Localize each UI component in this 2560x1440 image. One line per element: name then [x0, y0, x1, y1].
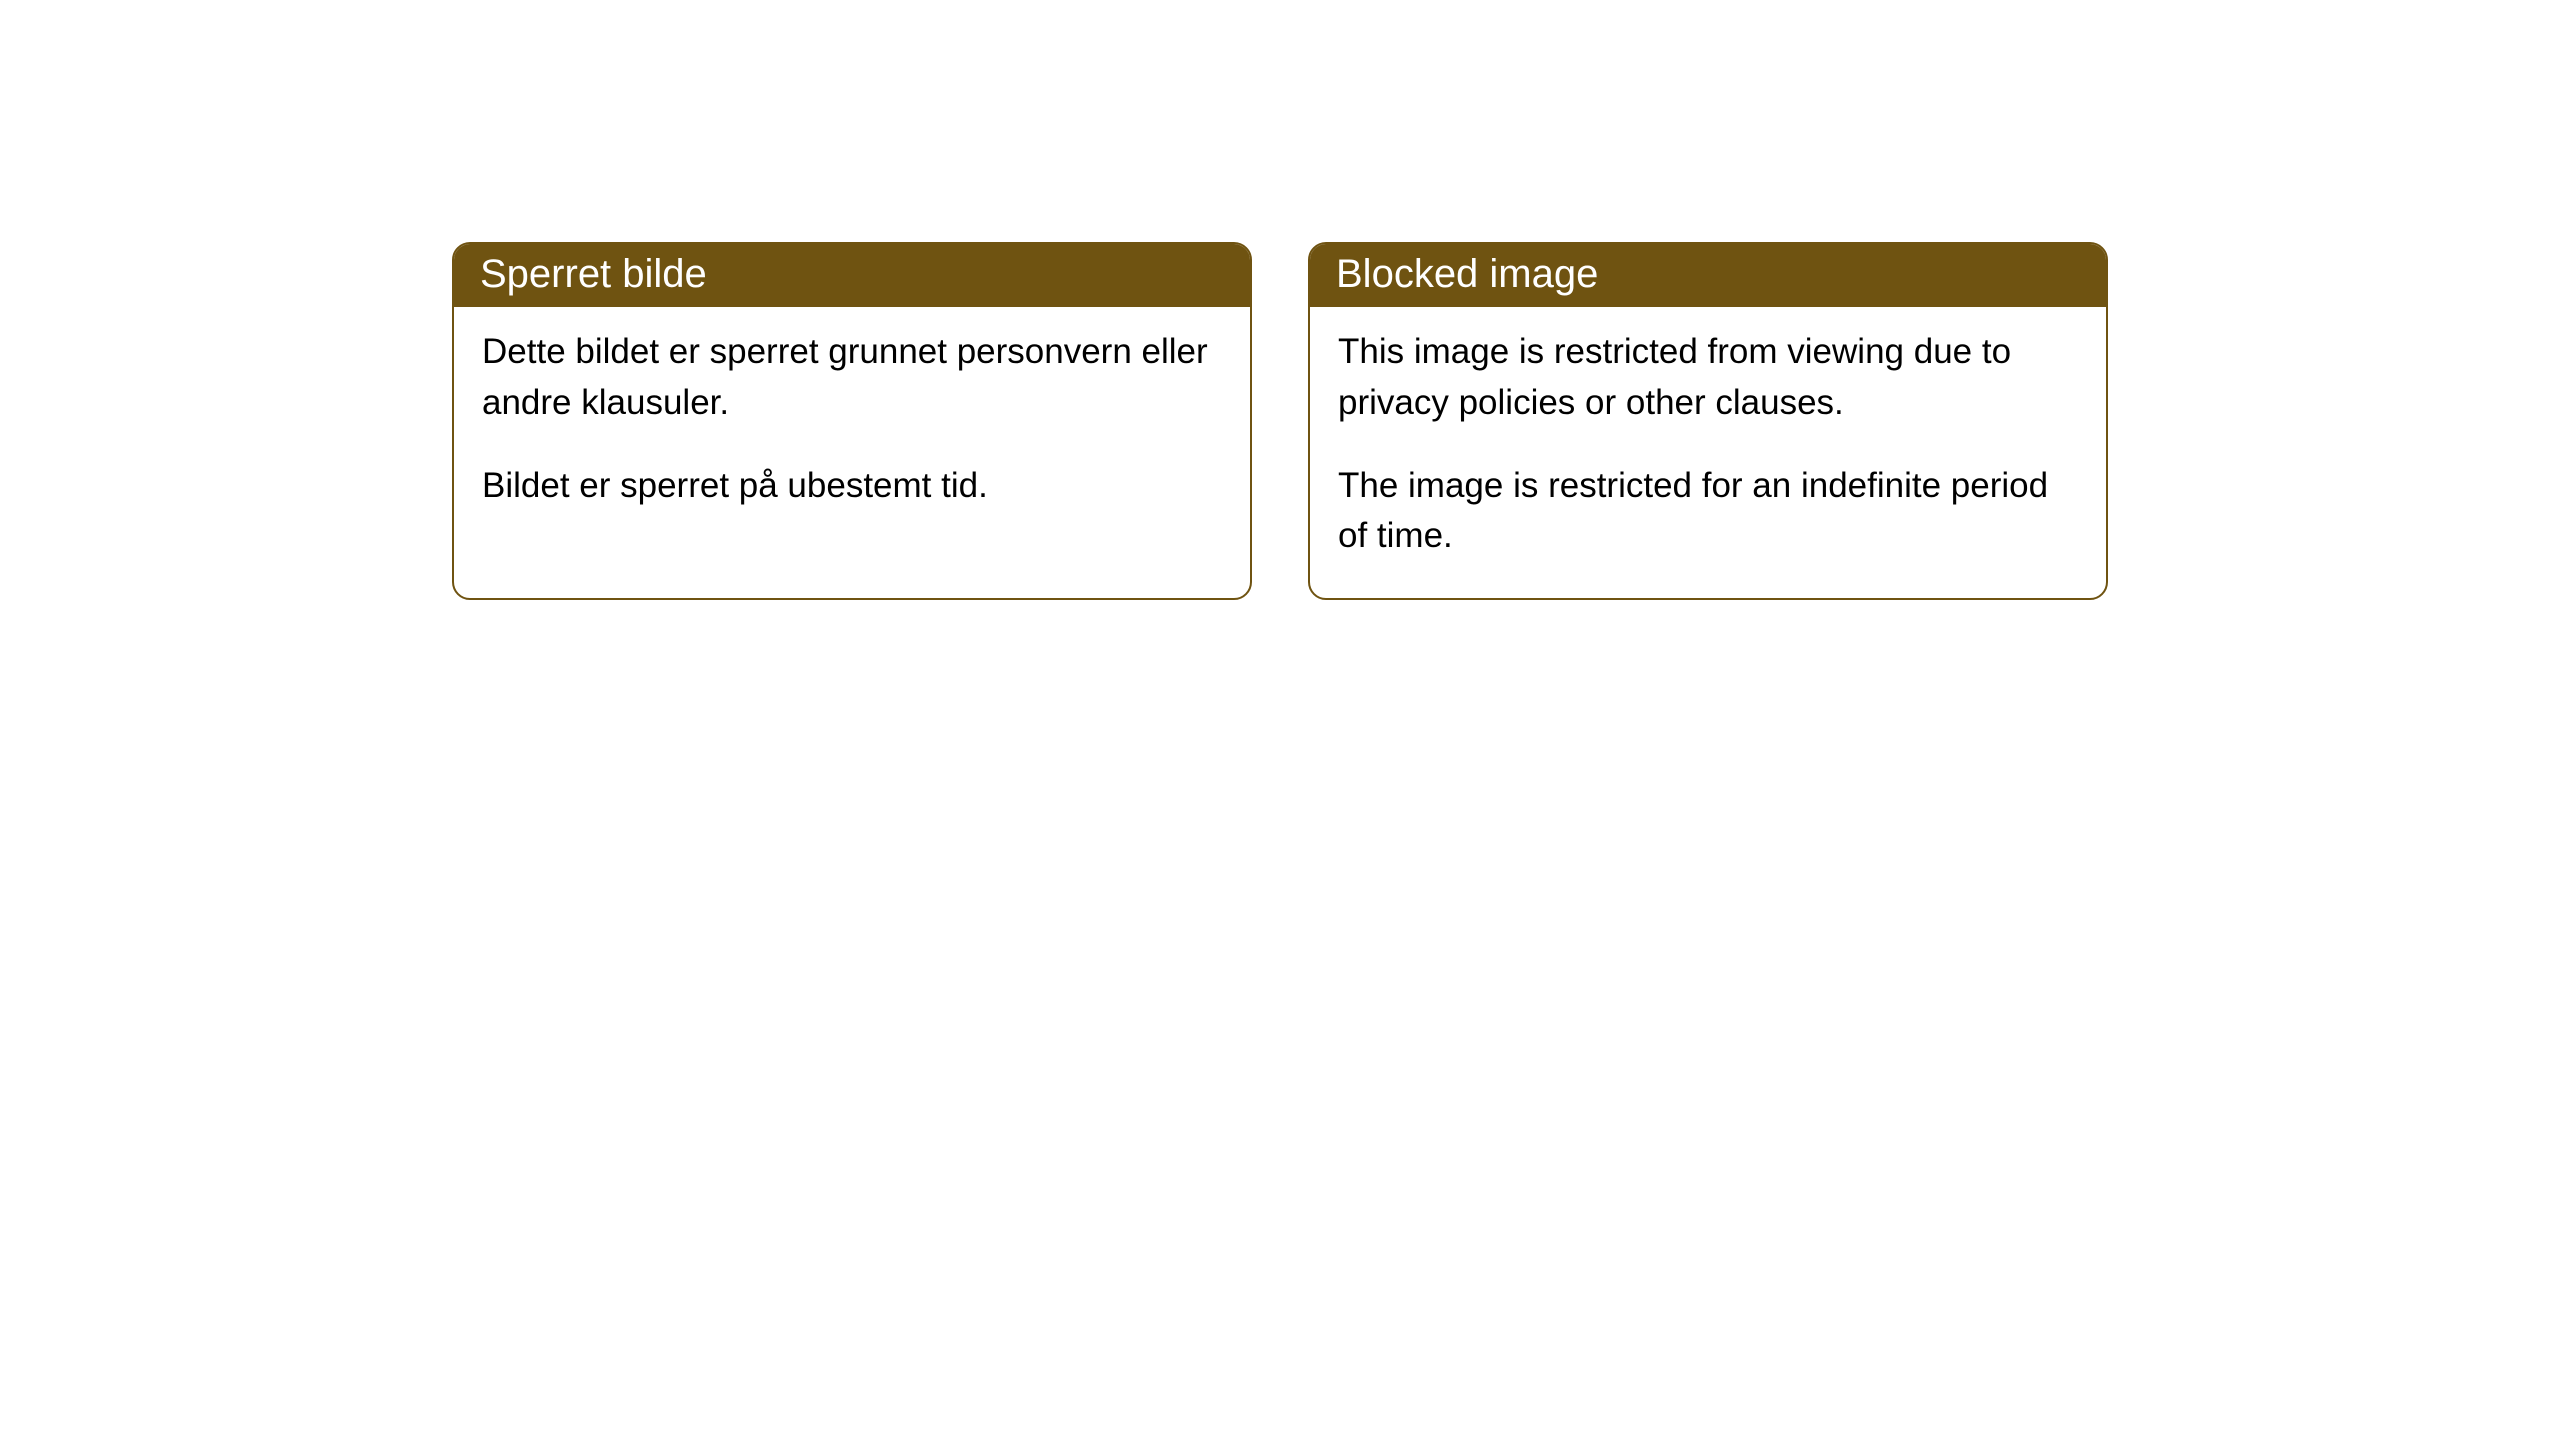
card-body: This image is restricted from viewing du…	[1310, 307, 2106, 598]
notice-paragraph: Bildet er sperret på ubestemt tid.	[482, 461, 1222, 512]
notice-cards-container: Sperret bilde Dette bildet er sperret gr…	[0, 242, 2560, 600]
notice-paragraph: Dette bildet er sperret grunnet personve…	[482, 327, 1222, 429]
notice-card-norwegian: Sperret bilde Dette bildet er sperret gr…	[452, 242, 1252, 600]
card-body: Dette bildet er sperret grunnet personve…	[454, 307, 1250, 547]
notice-card-english: Blocked image This image is restricted f…	[1308, 242, 2108, 600]
notice-paragraph: The image is restricted for an indefinit…	[1338, 461, 2078, 563]
card-header: Sperret bilde	[454, 244, 1250, 307]
notice-paragraph: This image is restricted from viewing du…	[1338, 327, 2078, 429]
card-header: Blocked image	[1310, 244, 2106, 307]
card-title: Sperret bilde	[480, 252, 707, 296]
card-title: Blocked image	[1336, 252, 1598, 296]
